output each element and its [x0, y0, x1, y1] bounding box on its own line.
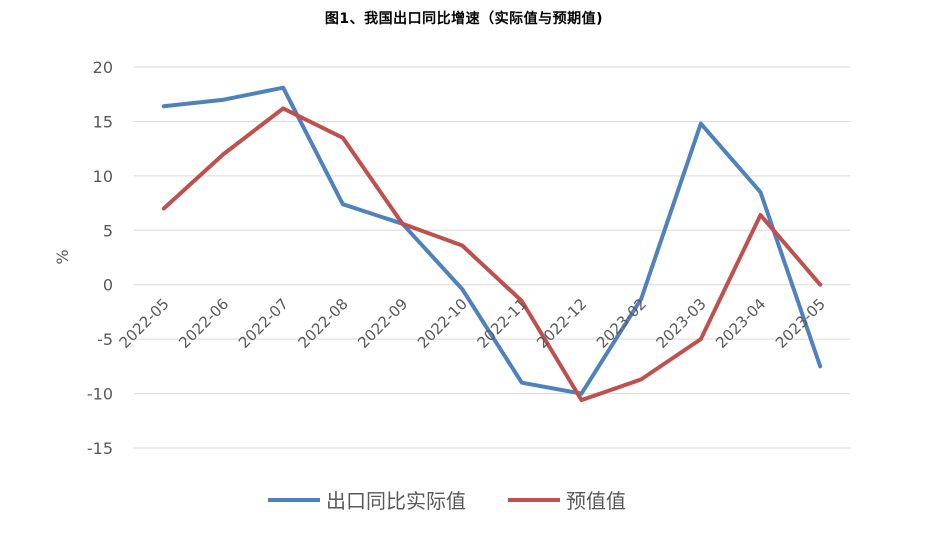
x-tick-label: 2022-05: [116, 295, 173, 352]
y-tick-label: 0: [103, 276, 113, 295]
y-tick-label: 20: [93, 58, 113, 77]
y-tick-label: 5: [103, 221, 113, 240]
x-tick-label: 2022-12: [533, 295, 590, 352]
y-tick-labels: 20 15 10 5 0 -5 -10 -15: [87, 58, 113, 458]
x-tick-label: 2022-09: [354, 295, 411, 352]
series-line-1: [161, 85, 823, 396]
x-tick-label: 2022-08: [295, 295, 352, 352]
y-tick-label: -5: [97, 330, 113, 349]
y-tick-label: 15: [93, 112, 113, 131]
legend-label-1: 出口同比实际值: [326, 489, 466, 513]
legend-label-2: 预值值: [566, 489, 626, 513]
y-axis-label: %: [53, 249, 72, 264]
chart-title: 图1、我国出口同比增速（实际值与预期值): [324, 11, 604, 27]
y-tick-label: 10: [93, 167, 113, 186]
x-tick-label: 2023-04: [712, 295, 769, 352]
x-tick-label: 2022-07: [235, 295, 292, 352]
x-tick-label: 2022-06: [175, 295, 232, 352]
y-tick-label: -15: [87, 439, 113, 458]
y-tick-label: -10: [87, 385, 113, 404]
series-lines: [161, 85, 823, 403]
x-tick-label: 2023-02: [593, 295, 650, 352]
grid-lines: [134, 66, 850, 449]
series-line-2: [161, 106, 823, 403]
legend: 出口同比实际值 预值值: [268, 489, 626, 513]
x-tick-label: 2023-03: [653, 295, 710, 352]
x-tick-label: 2022-10: [414, 295, 471, 352]
